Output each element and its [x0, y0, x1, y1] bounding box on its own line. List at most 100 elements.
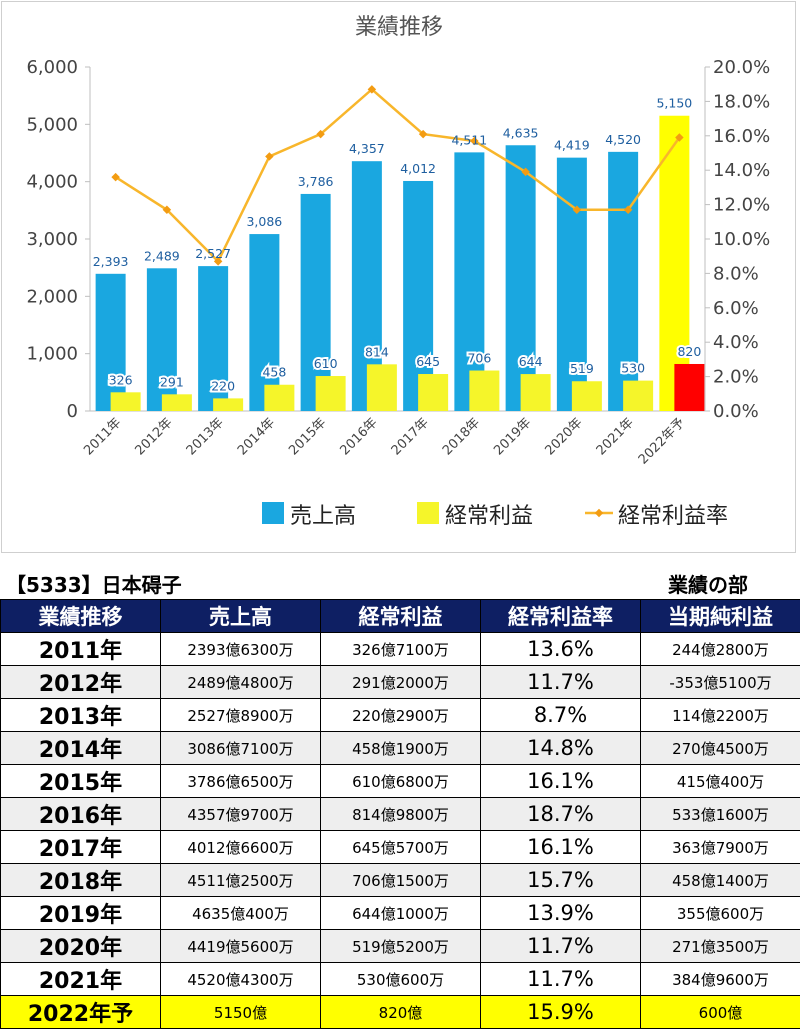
header-period: 業績推移	[1, 600, 161, 633]
right-tick-label: 18.0%	[713, 91, 770, 112]
x-tick-label: 2022年予	[636, 415, 688, 467]
ordinary-profit-data-label: 706	[467, 351, 491, 366]
left-tick-label: 5,000	[26, 114, 78, 135]
x-tick-label: 2011年	[81, 415, 124, 458]
cell-ordinary-profit: 644億1000万	[321, 897, 481, 930]
sales-bar	[506, 145, 536, 411]
cell-net-income: 363億7900万	[641, 831, 800, 864]
cell-sales: 4012億6600万	[161, 831, 321, 864]
cell-ordinary-margin: 13.6%	[481, 633, 641, 666]
sales-data-label: 2,393	[93, 254, 129, 269]
sales-data-label: 4,520	[605, 132, 641, 147]
x-tick-label: 2018年	[440, 415, 483, 458]
cell-net-income: 244億2800万	[641, 633, 800, 666]
company-title: 【5333】日本碍子	[6, 569, 182, 598]
cell-ordinary-margin: 11.7%	[481, 666, 641, 699]
sales-data-label: 2,489	[144, 248, 180, 263]
ordinary-profit-data-label: 530	[621, 361, 645, 376]
right-tick-label: 6.0%	[713, 298, 759, 319]
x-tick-label: 2016年	[338, 415, 381, 458]
ordinary-profit-bar	[111, 392, 141, 411]
ordinary-profit-bar	[623, 381, 653, 411]
ordinary-profit-data-label: 645	[416, 354, 440, 369]
x-tick-label: 2012年	[133, 415, 176, 458]
right-tick-label: 2.0%	[713, 367, 759, 388]
ordinary-profit-data-label: 291	[160, 374, 184, 389]
cell-year: 2016年	[1, 798, 161, 831]
cell-ordinary-profit: 645億5700万	[321, 831, 481, 864]
legend-label-ordinary-profit: 経常利益	[445, 504, 533, 529]
right-tick-label: 4.0%	[713, 332, 759, 353]
sales-data-label: 4,635	[503, 125, 539, 140]
header-net-income: 当期純利益	[641, 600, 800, 633]
cell-year: 2013年	[1, 699, 161, 732]
cell-year: 2014年	[1, 732, 161, 765]
legend-label-sales: 売上高	[290, 504, 356, 529]
ordinary-profit-bar	[264, 385, 294, 411]
cell-ordinary-profit: 706億1500万	[321, 864, 481, 897]
ordinary-profit-bar	[521, 374, 551, 411]
cell-year: 2022年予	[1, 996, 161, 1029]
cell-ordinary-profit: 820億	[321, 996, 481, 1029]
ordinary-profit-bar	[162, 394, 192, 411]
chart-legend: 売上高経常利益経常利益率	[262, 502, 728, 529]
header-ordinary-margin: 経常利益率	[481, 600, 641, 633]
cell-sales: 4419億5600万	[161, 930, 321, 963]
ordinary-profit-bar	[316, 376, 346, 411]
x-tick-label: 2014年	[235, 415, 278, 458]
cell-ordinary-profit: 220億2900万	[321, 699, 481, 732]
cell-sales: 2527億8900万	[161, 699, 321, 732]
left-tick-label: 1,000	[26, 344, 78, 365]
section-label: 業績の部	[668, 569, 748, 598]
cell-ordinary-profit: 458億1900万	[321, 732, 481, 765]
cell-sales: 4357億9700万	[161, 798, 321, 831]
ordinary-profit-bar	[418, 374, 448, 411]
right-tick-label: 16.0%	[713, 126, 770, 147]
right-tick-label: 14.0%	[713, 160, 770, 181]
left-tick-label: 6,000	[26, 57, 78, 78]
cell-ordinary-profit: 291億2000万	[321, 666, 481, 699]
performance-chart: 業績推移 01,0002,0003,0004,0005,0006,0000.0%…	[2, 2, 797, 554]
right-tick-label: 12.0%	[713, 195, 770, 216]
cell-sales: 3786億6500万	[161, 765, 321, 798]
x-tick-label: 2020年	[543, 415, 586, 458]
cell-ordinary-profit: 610億6800万	[321, 765, 481, 798]
left-tick-label: 3,000	[26, 229, 78, 250]
ordinary-margin-point	[265, 152, 273, 160]
chart-line	[111, 85, 683, 265]
right-tick-label: 0.0%	[713, 401, 759, 422]
cell-net-income: 415億400万	[641, 765, 800, 798]
cell-sales: 3086億7100万	[161, 732, 321, 765]
ordinary-profit-data-label: 458	[262, 365, 286, 380]
cell-ordinary-profit: 326億7100万	[321, 633, 481, 666]
cell-ordinary-margin: 11.7%	[481, 963, 641, 996]
ordinary-margin-line	[116, 89, 680, 261]
sales-data-label: 4,511	[451, 132, 487, 147]
cell-ordinary-margin: 16.1%	[481, 831, 641, 864]
ordinary-profit-bar	[674, 364, 704, 411]
x-tick-label: 2015年	[286, 415, 329, 458]
x-tick-label: 2013年	[184, 415, 227, 458]
ordinary-profit-bar	[367, 364, 397, 411]
sales-data-label: 5,150	[656, 96, 692, 111]
cell-sales: 4511億2500万	[161, 864, 321, 897]
cell-ordinary-profit: 519億5200万	[321, 930, 481, 963]
ordinary-profit-bar	[572, 381, 602, 411]
sales-data-label: 2,527	[195, 246, 231, 261]
cell-sales: 2393億6300万	[161, 633, 321, 666]
ordinary-profit-bar	[213, 398, 243, 411]
cell-sales: 5150億	[161, 996, 321, 1029]
cell-ordinary-margin: 16.1%	[481, 765, 641, 798]
cell-net-income: 271億3500万	[641, 930, 800, 963]
cell-net-income: 270億4500万	[641, 732, 800, 765]
sales-bar	[147, 268, 177, 411]
